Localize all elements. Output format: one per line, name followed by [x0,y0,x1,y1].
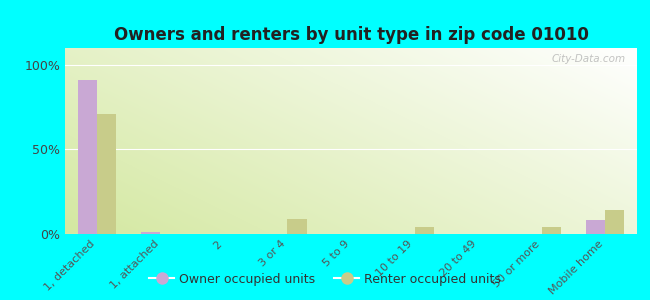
Bar [605,210,624,234]
Bar [287,219,307,234]
Text: City-Data.com: City-Data.com [551,54,625,64]
Bar [97,114,116,234]
Legend: Owner occupied units, Renter occupied units: Owner occupied units, Renter occupied un… [144,268,506,291]
Title: Owners and renters by unit type in zip code 01010: Owners and renters by unit type in zip c… [114,26,588,44]
Bar [141,232,161,234]
Bar [586,220,605,234]
Bar [78,80,97,234]
Bar [541,227,561,234]
Bar [415,227,434,234]
